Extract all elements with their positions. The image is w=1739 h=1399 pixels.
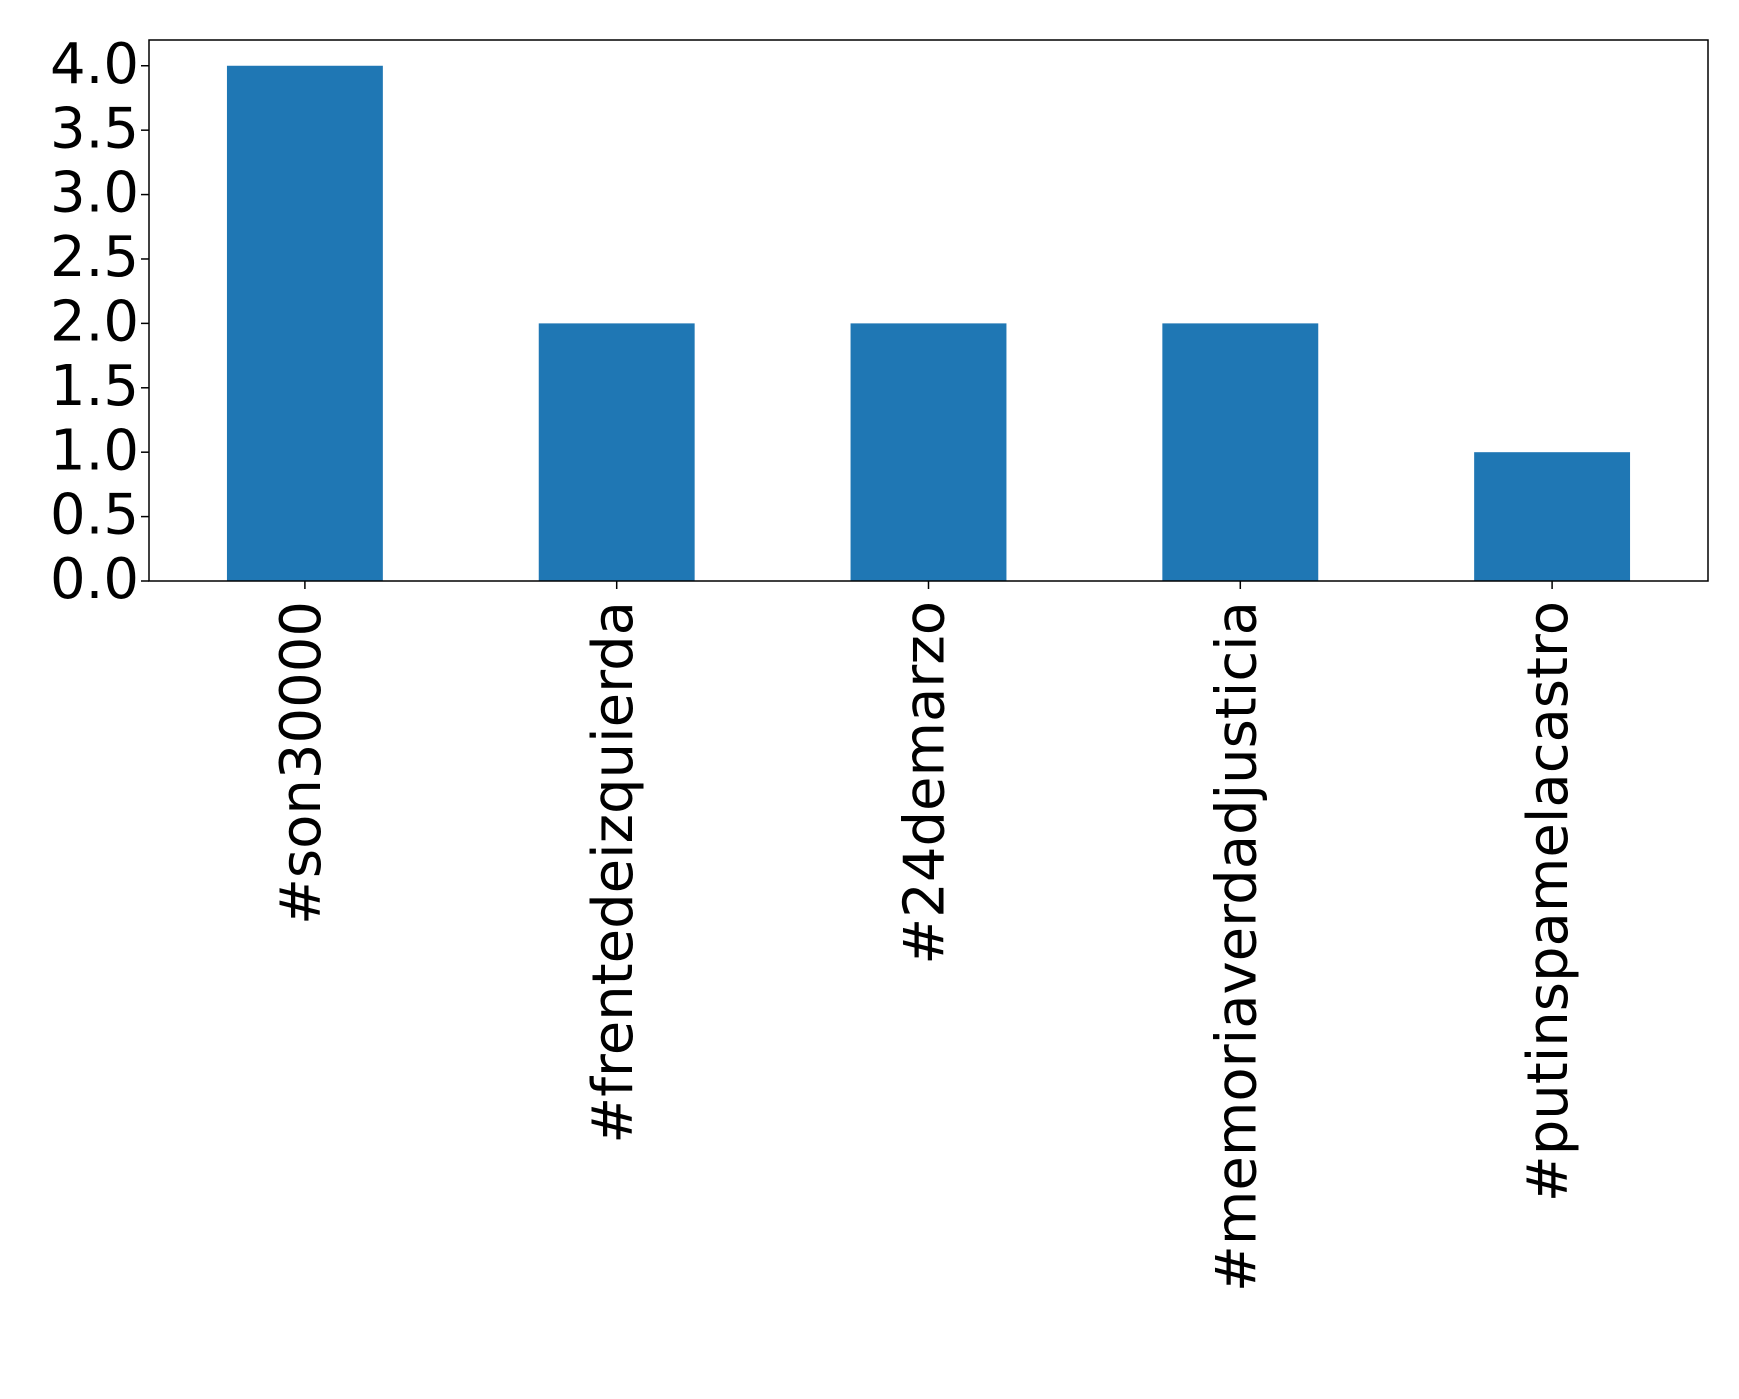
bar [538, 323, 695, 581]
x-tick-label: #putinspamelacastro [1516, 601, 1581, 1202]
y-tick-label: 3.0 [50, 161, 139, 226]
x-tick-label: #24demarzo [893, 601, 958, 965]
x-tick-label: #son30000 [269, 601, 334, 925]
y-tick-label: 4.0 [50, 32, 139, 97]
y-tick-label: 0.0 [50, 547, 139, 612]
x-tick-label: #memoriaverdadjusticia [1204, 601, 1269, 1292]
bar [1474, 452, 1631, 581]
bar [850, 323, 1007, 581]
y-tick-label: 3.5 [50, 96, 139, 161]
plot-frame [148, 39, 1709, 582]
x-tick-label: #frentedeizquierda [581, 601, 646, 1144]
y-tick-label: 1.0 [50, 418, 139, 483]
y-tick-label: 2.5 [50, 225, 139, 290]
y-tick-label: 2.0 [50, 290, 139, 355]
bar [1162, 323, 1319, 581]
bar [226, 65, 383, 581]
y-tick-label: 1.5 [50, 354, 139, 419]
y-tick-label: 0.5 [50, 483, 139, 548]
